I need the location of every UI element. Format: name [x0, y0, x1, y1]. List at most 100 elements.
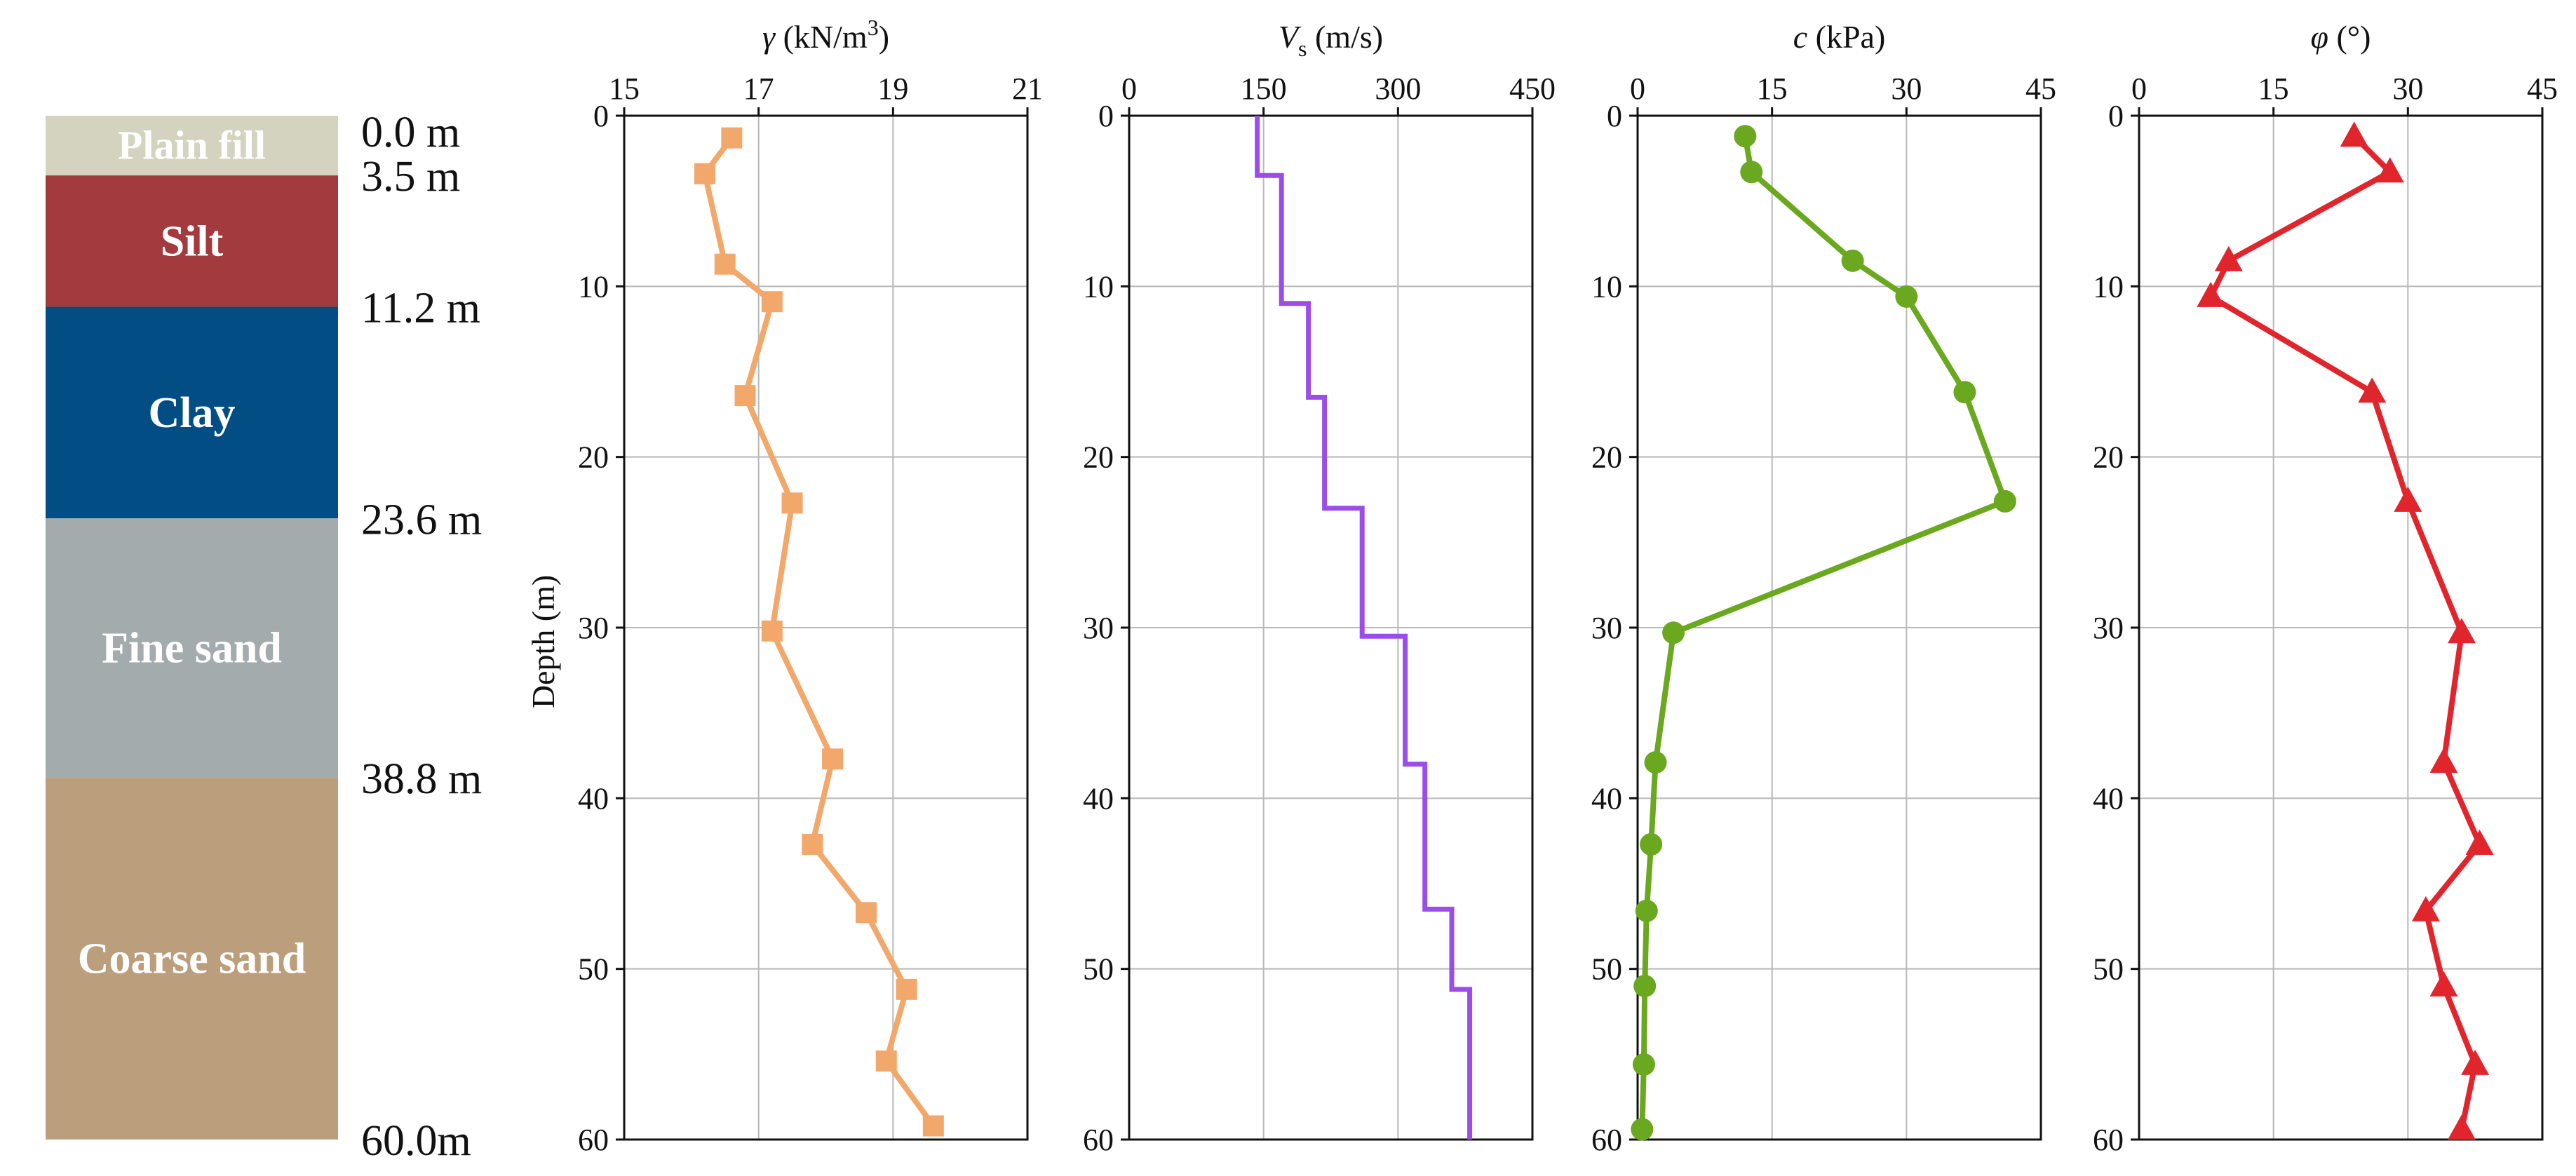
data-point-gamma-8	[802, 834, 823, 856]
data-point-gamma-1	[694, 163, 715, 184]
panel-c: 0 15 30 45 0 10 20 30 40 50 60 c (kPa)	[1591, 19, 2056, 1157]
panel-phi: 0 15 30 45 0 10 20 30 40 50 60 φ (°)	[2093, 19, 2558, 1157]
data-point-c-8	[1640, 833, 1663, 856]
y-tick-label-phi-0: 0	[2108, 99, 2124, 133]
data-point-gamma-10	[896, 978, 917, 1000]
y-tick-label-phi-50: 50	[2093, 952, 2124, 987]
data-point-gamma-4	[734, 385, 756, 407]
x-tick-label-vs-150: 150	[1241, 72, 1287, 106]
x-tick-label-vs-0: 0	[1121, 72, 1137, 106]
panel-gamma: 15 17 19 21 0 10 20 30 40 50 60 γ (kN/m3) Depth (m)	[525, 15, 1043, 1157]
data-point-phi-11	[2461, 1049, 2490, 1075]
axis-title-vs: Vs (m/s)	[1279, 19, 1383, 61]
data-point-c-12	[1631, 1118, 1654, 1141]
y-tick-label-phi-30: 30	[2093, 611, 2124, 645]
y-tick-label-gamma-30: 30	[578, 611, 609, 645]
layer-label-plain-fill: Plain fill	[118, 123, 266, 168]
data-point-c-4	[1953, 381, 1976, 404]
data-point-phi-8	[2465, 830, 2494, 856]
y-tick-label-phi-10: 10	[2093, 269, 2124, 304]
depth-label-23-6-m: 23.6 m	[361, 496, 482, 543]
x-tick-label-phi-45: 45	[2527, 72, 2558, 106]
data-point-phi-7	[2429, 748, 2458, 773]
x-tick-label-gamma-21: 21	[1012, 72, 1043, 106]
x-tick-label-c-45: 45	[2025, 72, 2056, 106]
y-tick-label-vs-50: 50	[1083, 952, 1114, 987]
y-tick-label-vs-0: 0	[1098, 99, 1114, 133]
y-tick-label-c-40: 40	[1591, 781, 1622, 816]
layer-fine-sand	[46, 518, 338, 778]
x-tick-label-phi-15: 15	[2258, 72, 2289, 106]
panel-vs: 0 150 300 450 0 10 20 30 40 50 60 Vs (m/s)	[1083, 19, 1556, 1157]
layer-label-fine-sand: Fine sand	[102, 625, 282, 673]
layer-label-coarse-sand: Coarse sand	[78, 935, 306, 983]
y-tick-label-gamma-0: 0	[593, 99, 609, 133]
y-axis-label: Depth (m)	[525, 575, 561, 708]
data-point-gamma-11	[875, 1050, 897, 1072]
y-tick-label-c-30: 30	[1591, 611, 1622, 645]
axis-title-c: c (kPa)	[1793, 19, 1886, 55]
y-tick-label-vs-60: 60	[1083, 1123, 1114, 1157]
depth-label-0-0-m: 0.0 m	[361, 109, 460, 156]
y-tick-label-phi-20: 20	[2093, 440, 2124, 475]
x-tick-label-phi-30: 30	[2392, 72, 2423, 106]
axis-title-phi: φ (°)	[2311, 19, 2371, 55]
data-point-gamma-12	[922, 1115, 944, 1137]
data-point-phi-10	[2429, 971, 2458, 996]
data-point-c-5	[1993, 489, 2016, 513]
soil-property-panels: 15 17 19 21 0 10 20 30 40 50 60 γ (kN/m3) Depth (m) 0…	[525, 15, 2558, 1157]
depth-label-3-5-m: 3.5 m	[361, 153, 460, 201]
x-tick-label-c-15: 15	[1757, 72, 1788, 106]
data-point-gamma-5	[781, 492, 803, 514]
data-point-phi-12	[2448, 1114, 2476, 1140]
x-tick-label-gamma-17: 17	[743, 72, 774, 106]
layer-coarse-sand	[46, 778, 338, 1140]
data-point-gamma-2	[714, 253, 736, 275]
y-tick-label-gamma-50: 50	[578, 952, 609, 987]
data-point-c-3	[1895, 285, 1918, 308]
x-tick-label-phi-0: 0	[2131, 72, 2147, 106]
y-tick-label-c-0: 0	[1607, 99, 1622, 133]
y-tick-label-vs-40: 40	[1083, 781, 1114, 816]
y-tick-label-vs-30: 30	[1083, 611, 1114, 645]
series-line-vs	[1255, 116, 1473, 1140]
y-tick-label-gamma-20: 20	[578, 440, 609, 475]
x-tick-label-c-30: 30	[1891, 72, 1922, 106]
x-tick-label-c-0: 0	[1630, 72, 1645, 106]
y-tick-label-c-20: 20	[1591, 440, 1622, 475]
x-tick-label-vs-300: 300	[1375, 72, 1421, 106]
data-point-phi-0	[2340, 121, 2368, 147]
y-tick-label-c-50: 50	[1591, 952, 1622, 987]
data-point-c-7	[1644, 751, 1667, 774]
data-point-phi-4	[2358, 377, 2387, 403]
y-tick-label-gamma-60: 60	[578, 1123, 609, 1157]
layer-clay	[46, 306, 338, 519]
x-tick-label-vs-450: 450	[1509, 72, 1556, 106]
data-point-c-0	[1734, 125, 1757, 148]
data-point-phi-5	[2394, 486, 2422, 512]
depth-label-38-8-m: 38.8 m	[361, 755, 482, 803]
y-tick-label-gamma-40: 40	[578, 781, 609, 816]
data-point-gamma-3	[761, 291, 783, 313]
y-tick-label-c-10: 10	[1591, 269, 1622, 304]
data-point-phi-9	[2411, 895, 2440, 921]
data-point-gamma-9	[856, 902, 877, 924]
data-point-phi-1	[2375, 157, 2404, 183]
data-point-phi-6	[2448, 618, 2476, 644]
depth-label-11-2-m: 11.2 m	[361, 285, 480, 332]
y-tick-label-c-60: 60	[1591, 1123, 1622, 1157]
data-point-c-6	[1662, 621, 1685, 644]
x-tick-label-gamma-19: 19	[877, 72, 908, 106]
data-point-phi-3	[2197, 281, 2225, 307]
data-point-gamma-0	[721, 127, 743, 149]
y-tick-label-phi-40: 40	[2093, 781, 2124, 816]
y-tick-label-vs-20: 20	[1083, 440, 1114, 475]
data-point-gamma-6	[761, 620, 783, 642]
axis-title-gamma: γ (kN/m3)	[762, 15, 889, 55]
layer-silt	[46, 175, 338, 307]
y-tick-label-vs-10: 10	[1083, 269, 1114, 304]
y-tick-label-gamma-10: 10	[578, 269, 609, 304]
layer-label-silt: Silt	[161, 217, 224, 265]
data-point-c-1	[1740, 161, 1763, 184]
